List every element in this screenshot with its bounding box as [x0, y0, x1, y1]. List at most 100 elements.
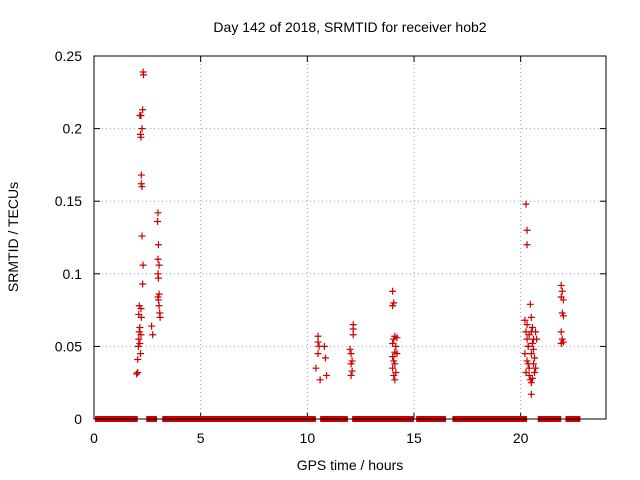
- point-marker-29: [149, 331, 157, 339]
- point-marker-1: [134, 355, 142, 363]
- y-tick-label-1: 0.05: [55, 338, 82, 354]
- x-tick-label-3: 15: [406, 430, 422, 446]
- point-marker-65: [390, 335, 398, 343]
- point-marker-27: [137, 305, 145, 313]
- point-marker-98: [528, 339, 536, 347]
- point-marker-95: [528, 324, 536, 332]
- point-marker-49: [320, 342, 328, 350]
- point-marker-14: [137, 112, 145, 120]
- point-marker-112: [557, 281, 565, 289]
- point-marker-8: [137, 350, 145, 358]
- data-markers: [133, 68, 567, 398]
- x-tick-label-1: 5: [197, 430, 205, 446]
- x-axis-label: GPS time / hours: [297, 457, 404, 473]
- point-marker-12: [137, 313, 145, 321]
- point-marker-36: [154, 274, 162, 282]
- point-marker-113: [558, 287, 566, 295]
- point-marker-32: [154, 241, 162, 249]
- plot-border: [93, 55, 607, 420]
- point-marker-34: [155, 261, 163, 269]
- point-marker-0: [133, 370, 141, 378]
- point-marker-117: [559, 312, 567, 320]
- y-tick-label-2: 0.1: [63, 266, 83, 282]
- point-marker-88: [525, 364, 533, 372]
- point-marker-60: [349, 331, 357, 339]
- point-marker-93: [526, 300, 534, 308]
- point-marker-81: [521, 316, 529, 324]
- point-marker-115: [559, 296, 567, 304]
- point-marker-21: [139, 261, 147, 269]
- point-marker-78: [522, 200, 530, 208]
- x-tick-label-0: 0: [90, 430, 98, 446]
- point-marker-42: [156, 313, 164, 321]
- y-tick-label-4: 0.2: [63, 121, 83, 137]
- point-marker-52: [346, 345, 354, 353]
- point-marker-63: [389, 302, 397, 310]
- point-marker-11: [136, 324, 144, 332]
- point-marker-109: [523, 321, 531, 329]
- point-marker-9: [137, 331, 145, 339]
- point-marker-26: [138, 125, 146, 133]
- y-axis-label: SRMTID / TECUs: [5, 182, 21, 292]
- point-marker-47: [314, 350, 322, 358]
- point-marker-69: [393, 334, 401, 342]
- point-marker-25: [139, 106, 147, 114]
- point-marker-20: [138, 232, 146, 240]
- point-marker-68: [389, 353, 397, 361]
- point-marker-103: [532, 364, 540, 372]
- point-marker-74: [390, 371, 398, 379]
- point-marker-45: [314, 338, 322, 346]
- point-marker-53: [347, 350, 355, 358]
- point-marker-19: [137, 180, 145, 188]
- point-marker-31: [154, 218, 162, 226]
- point-marker-100: [527, 350, 535, 358]
- point-marker-3: [135, 335, 143, 343]
- point-marker-16: [137, 133, 145, 141]
- point-marker-106: [527, 390, 535, 398]
- x-tick-label-4: 20: [513, 430, 529, 446]
- point-marker-107: [532, 328, 540, 336]
- point-marker-50: [321, 354, 329, 362]
- point-marker-80: [523, 241, 531, 249]
- point-marker-76: [393, 350, 401, 358]
- point-marker-17: [137, 171, 145, 179]
- point-marker-83: [523, 335, 531, 343]
- point-marker-94: [527, 313, 535, 321]
- point-marker-104: [531, 369, 539, 377]
- point-marker-57: [347, 371, 355, 379]
- point-marker-77: [389, 339, 397, 347]
- point-marker-39: [154, 296, 162, 304]
- point-marker-92: [527, 379, 535, 387]
- point-marker-22: [139, 280, 147, 288]
- point-marker-10: [134, 369, 142, 377]
- point-marker-43: [312, 364, 320, 372]
- point-marker-40: [155, 302, 163, 310]
- point-marker-75: [391, 376, 399, 384]
- point-marker-111: [524, 342, 532, 350]
- point-marker-56: [348, 367, 356, 375]
- point-marker-28: [148, 322, 156, 330]
- chart-title: Day 142 of 2018, SRMTID for receiver hob…: [213, 19, 486, 35]
- point-marker-51: [323, 371, 331, 379]
- point-marker-79: [523, 226, 531, 234]
- point-marker-72: [389, 364, 397, 372]
- point-marker-102: [529, 360, 537, 368]
- point-marker-118: [557, 328, 565, 336]
- point-marker-71: [391, 360, 399, 368]
- point-marker-105: [528, 374, 536, 382]
- point-marker-30: [154, 209, 162, 217]
- x-tick-label-2: 10: [300, 430, 316, 446]
- y-tick-label-3: 0.15: [55, 193, 82, 209]
- point-marker-101: [531, 354, 539, 362]
- point-marker-55: [347, 360, 355, 368]
- point-marker-110: [525, 331, 533, 339]
- point-marker-121: [557, 339, 565, 347]
- point-marker-24: [139, 71, 147, 79]
- y-tick-label-0: 0: [74, 411, 82, 427]
- tick-labels: 0 5 10 15 20 0 0.05 0.1 0.15 0.2 0.25: [55, 48, 529, 446]
- point-marker-33: [154, 255, 162, 263]
- point-marker-61: [389, 287, 397, 295]
- point-marker-99: [529, 345, 537, 353]
